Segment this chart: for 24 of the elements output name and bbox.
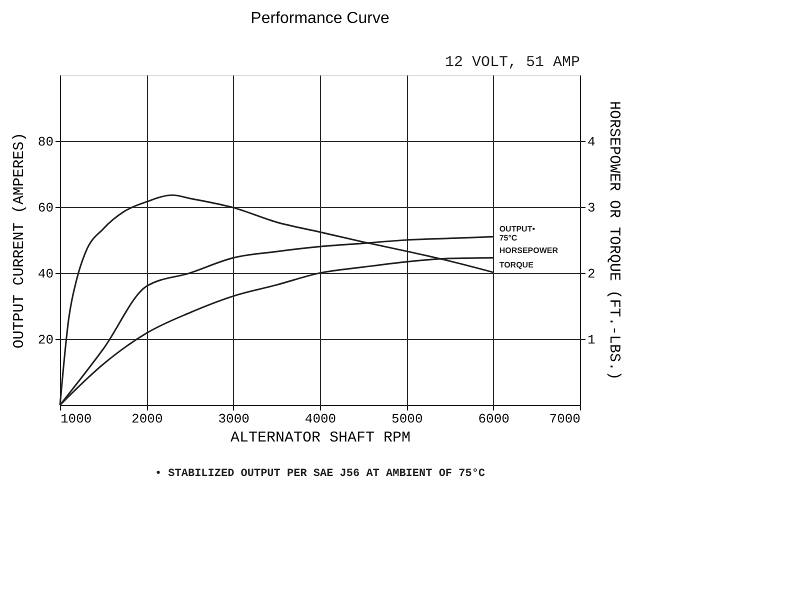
x-tick-label: 3000	[218, 412, 250, 426]
chart-title: Performance Curve	[250, 10, 390, 27]
series-label: OUTPUT• 75°C	[499, 224, 536, 243]
series-label: HORSEPOWER	[499, 246, 558, 255]
y-tick-label: 40	[38, 266, 54, 282]
y-tick-label: 80	[38, 134, 54, 150]
text: • STABILIZED OUTPUT PER SAE J56 AT AMBIENT OF 75°C	[154, 468, 486, 480]
y2-axis-title: HORSEPOWER OR TORQUE (FT.-LBS.)	[605, 100, 622, 380]
y2-tick-label: 2	[588, 266, 596, 282]
series-label: TORQUE	[499, 260, 534, 270]
x-tick-label: 1000	[60, 412, 92, 426]
y-tick-label: 60	[38, 200, 54, 216]
y-tick-label: 20	[38, 332, 54, 348]
chart-subtitle: 12 VOLT, 51 AMP	[444, 54, 580, 71]
x-tick-label: 2000	[132, 412, 163, 426]
y2-tick-label: 1	[588, 332, 596, 348]
x-axis-title: ALTERNATOR SHAFT RPM	[230, 430, 411, 446]
x-tick-label: 5000	[392, 412, 423, 426]
y-axis-title: OUTPUT CURRENT (AMPERES)	[10, 132, 28, 349]
y2-tick-label: 3	[588, 200, 596, 216]
x-tick-label: 6000	[478, 412, 510, 426]
x-tick-label: 7000	[549, 412, 580, 426]
y2-tick-label: 4	[588, 134, 596, 150]
x-tick-label: 4000	[304, 412, 336, 426]
